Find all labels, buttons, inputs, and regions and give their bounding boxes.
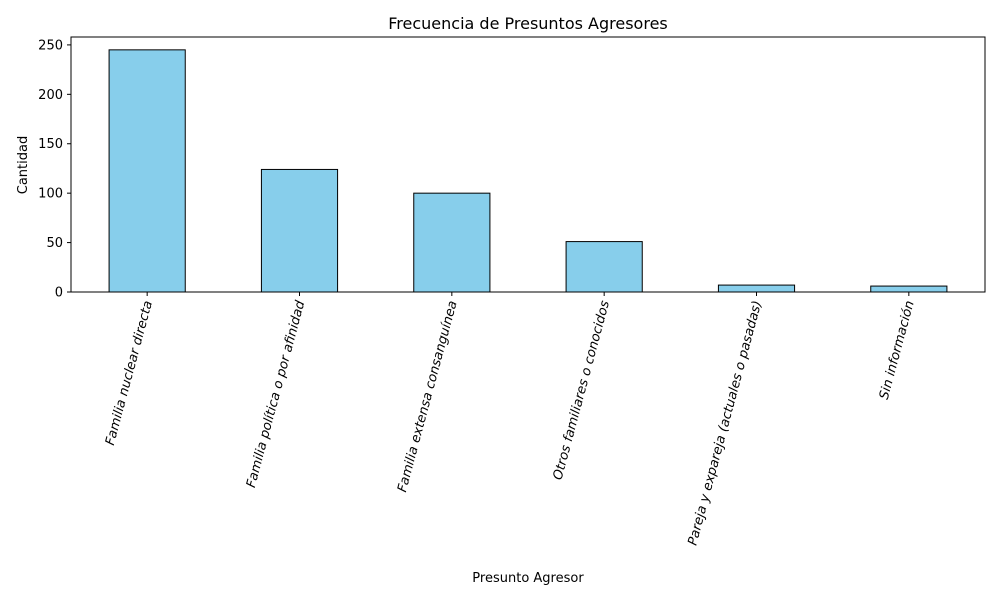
x-tick-label: Sin información (877, 299, 918, 401)
bar (260, 168, 339, 293)
y-tick-label: 250 (38, 38, 63, 53)
bar (413, 192, 491, 293)
bar (108, 49, 186, 293)
x-ticks-group: Familia nuclear directa Familia política … (103, 292, 918, 547)
y-tick-label: 0 (55, 286, 63, 301)
y-tick-label: 100 (38, 187, 63, 202)
y-tick-label: 150 (38, 137, 63, 152)
y-tick-label: 200 (38, 88, 63, 103)
y-axis-label: Cantidad (16, 136, 31, 194)
x-tick-label: Otros familiares o conocidos (551, 299, 613, 482)
plot-frame (70, 36, 986, 293)
chart-title: Frecuencia de Presuntos Agresores (388, 14, 668, 33)
bar (717, 284, 796, 293)
bars-group (108, 49, 948, 293)
x-tick-label: Familia política o por afinidad (244, 298, 309, 489)
y-tick-label: 50 (46, 236, 63, 251)
x-tick-label: Pareja y expareja (actuales o pasadas) (685, 299, 765, 547)
y-ticks-group: 0 50 100 150 200 250 (38, 38, 71, 301)
bar (565, 241, 643, 293)
x-axis-label: Presunto Agresor (472, 571, 584, 586)
bar (870, 285, 948, 293)
x-tick-label: Familia extensa consanguínea (395, 299, 461, 494)
x-tick-label: Familia nuclear directa (103, 299, 156, 447)
